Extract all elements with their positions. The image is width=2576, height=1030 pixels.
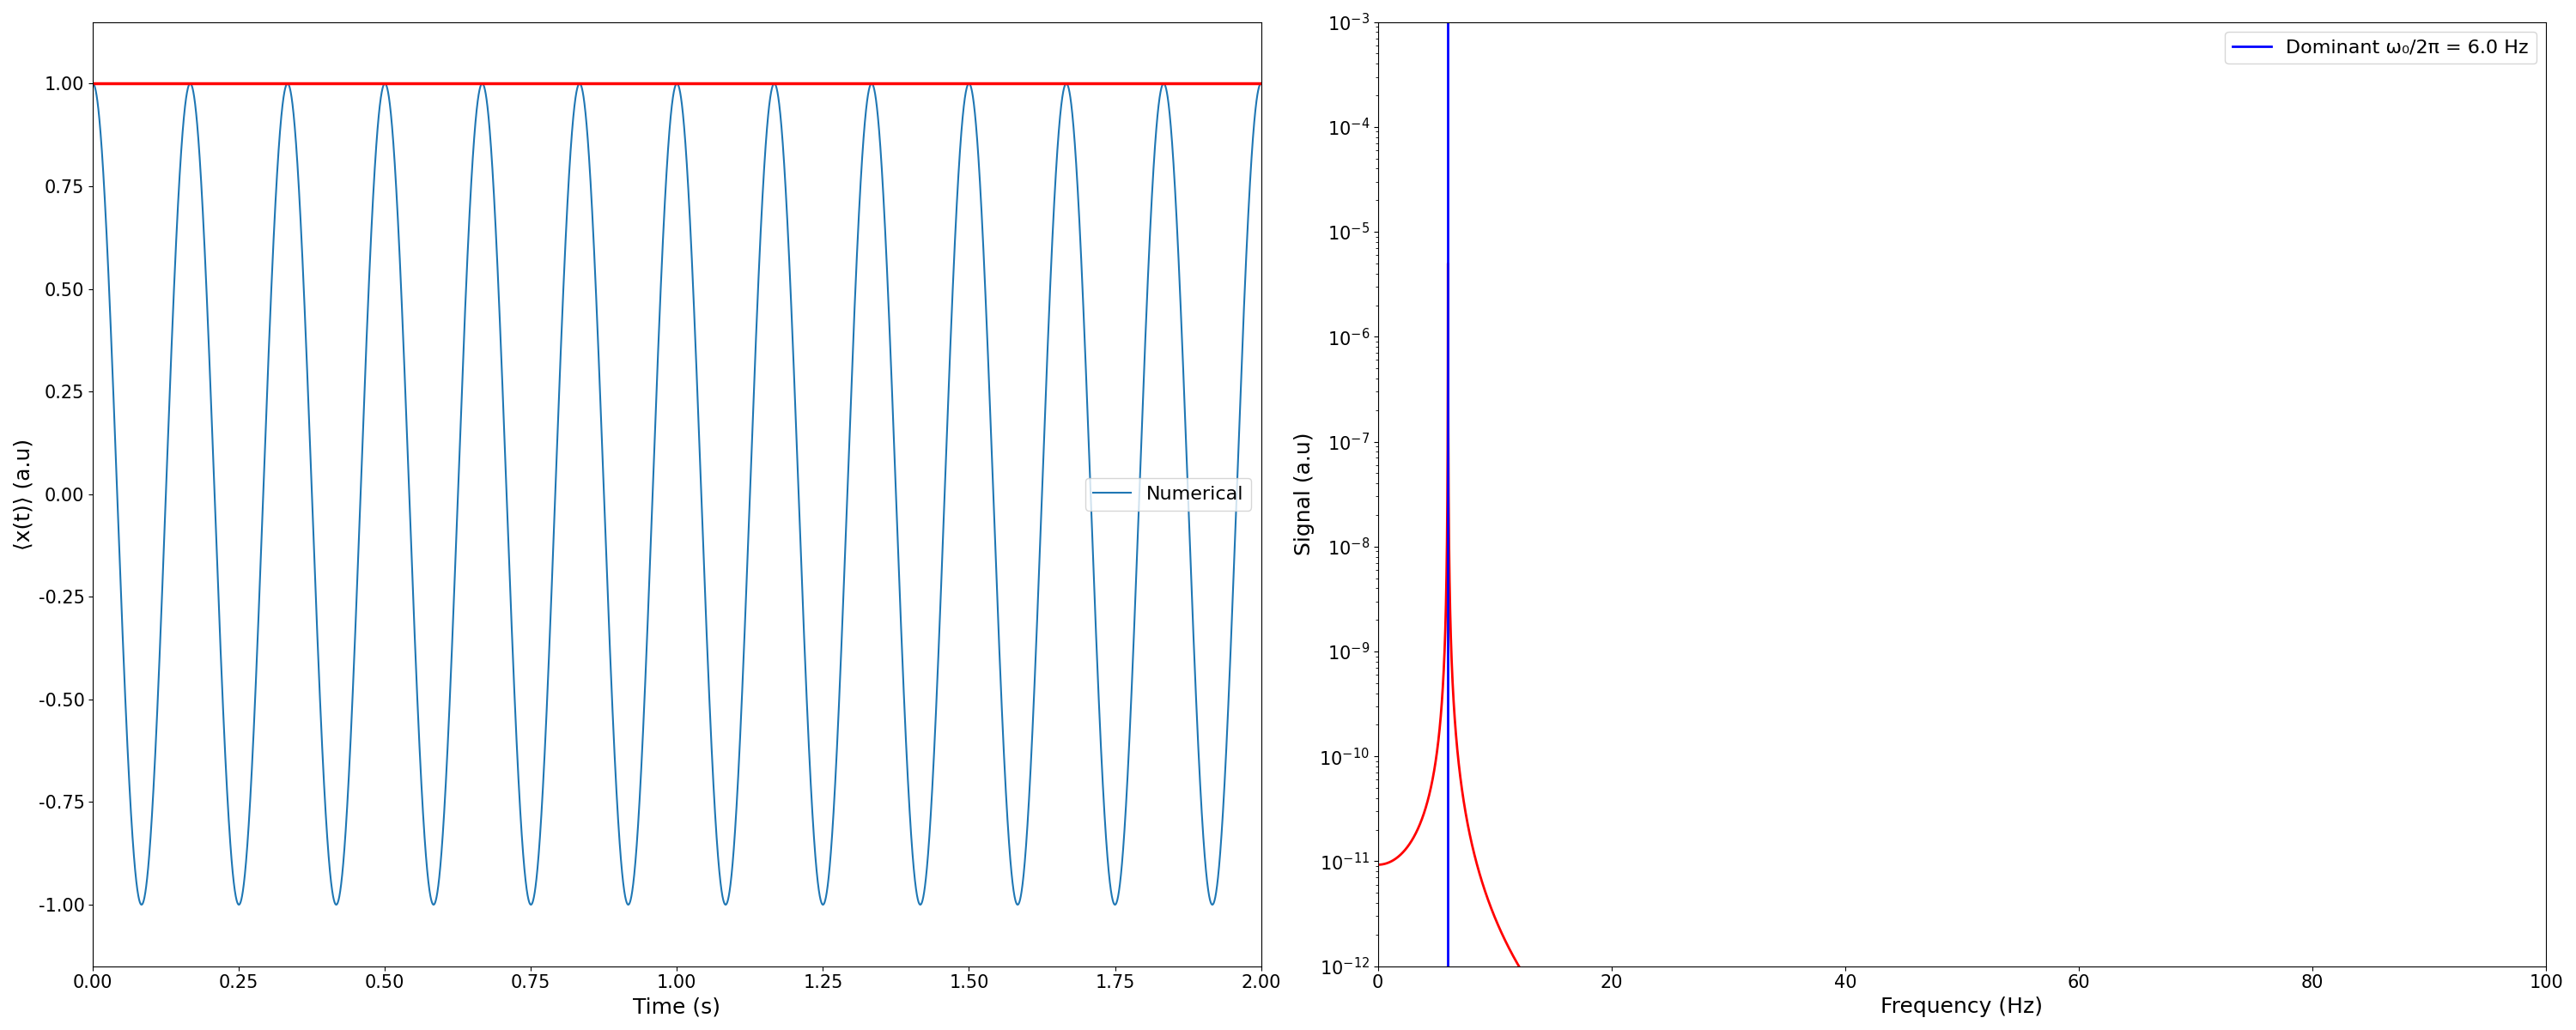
Numerical	[649, 212, 680, 225]
Numerical	[82, 101, 113, 113]
Numerical	[613, 898, 644, 911]
Legend: Dominant ω₀/2π = 6.0 Hz: Dominant ω₀/2π = 6.0 Hz	[2226, 32, 2537, 64]
Numerical	[307, 734, 337, 747]
Numerical	[147, 571, 178, 583]
Numerical	[1247, 77, 1278, 90]
Y-axis label: Signal (a.u): Signal (a.u)	[1293, 433, 1314, 556]
Numerical	[77, 77, 108, 90]
Numerical	[126, 898, 157, 911]
X-axis label: Time (s): Time (s)	[634, 996, 721, 1017]
Line: Numerical: Numerical	[93, 83, 1262, 904]
X-axis label: Frequency (Hz): Frequency (Hz)	[1880, 996, 2043, 1017]
Numerical	[1185, 760, 1216, 772]
Legend: Numerical: Numerical	[1084, 478, 1252, 510]
Y-axis label: ⟨x(t)⟩ (a.u): ⟨x(t)⟩ (a.u)	[13, 438, 33, 550]
